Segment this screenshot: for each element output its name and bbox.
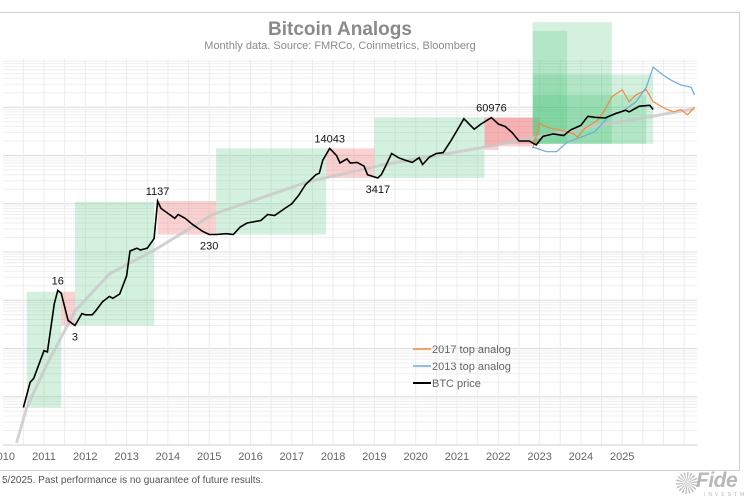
trend-line: [15, 107, 695, 444]
x-tick-label: 2011: [32, 451, 56, 463]
x-tick-label: 2021: [445, 451, 469, 463]
x-tick-label: 2024: [569, 451, 593, 463]
annotation-label: 1137: [146, 186, 170, 198]
logo-word: Fide: [696, 469, 738, 492]
bull-market-box: [74, 201, 155, 326]
bear-market-box: [484, 117, 499, 151]
x-tick-label: 2015: [197, 451, 221, 463]
legend-label: 2017 top analog: [432, 344, 511, 356]
x-tick-label: 2023: [527, 451, 551, 463]
x-tick-label: 2018: [321, 451, 345, 463]
x-tick-label: 2012: [73, 451, 97, 463]
series-line-0: [532, 88, 695, 149]
series-line-1: [532, 66, 696, 153]
footer-disclaimer: 5/2025. Past performance is no guarantee…: [2, 475, 264, 486]
x-tick-label: 2016: [238, 451, 262, 463]
x-tick-label: 2020: [403, 451, 427, 463]
boxes-group: [26, 22, 654, 408]
annotation-label: 16: [52, 275, 64, 287]
chart-subtitle: Monthly data. Source: FMRCo, Coinmetrics…: [204, 40, 476, 52]
annotation-label: 230: [200, 241, 218, 253]
x-tick-label: 2014: [156, 451, 180, 463]
lines-group: [15, 66, 696, 444]
x-tick-label: 2017: [280, 451, 304, 463]
annotation-label: 3: [72, 331, 78, 343]
logo-sub: INVESTM: [704, 492, 748, 498]
series-line-2: [22, 104, 654, 408]
x-tick-label: 2022: [486, 451, 510, 463]
bull-market-box: [532, 31, 568, 144]
legend-label: BTC price: [432, 378, 481, 390]
chart-frame: [0, 12, 740, 471]
bull-market-box: [374, 117, 485, 179]
x-tick-label: 2025: [610, 451, 634, 463]
x-tick-label: 2013: [114, 451, 138, 463]
chart-title: Bitcoin Analogs: [268, 19, 412, 40]
annotation-label: 60976: [476, 103, 507, 115]
bull-market-box: [532, 22, 612, 144]
x-tick-label: 2019: [362, 451, 386, 463]
fidelity-logo: Fide INVESTM: [676, 469, 750, 500]
x-tick-label: 2010: [0, 451, 15, 463]
logo-mark-icon: [676, 472, 698, 494]
legend-label: 2013 top analog: [432, 361, 511, 373]
annotation-label: 14043: [314, 133, 345, 145]
bull-market-box: [216, 148, 327, 235]
annotation-label: 3417: [366, 184, 390, 196]
